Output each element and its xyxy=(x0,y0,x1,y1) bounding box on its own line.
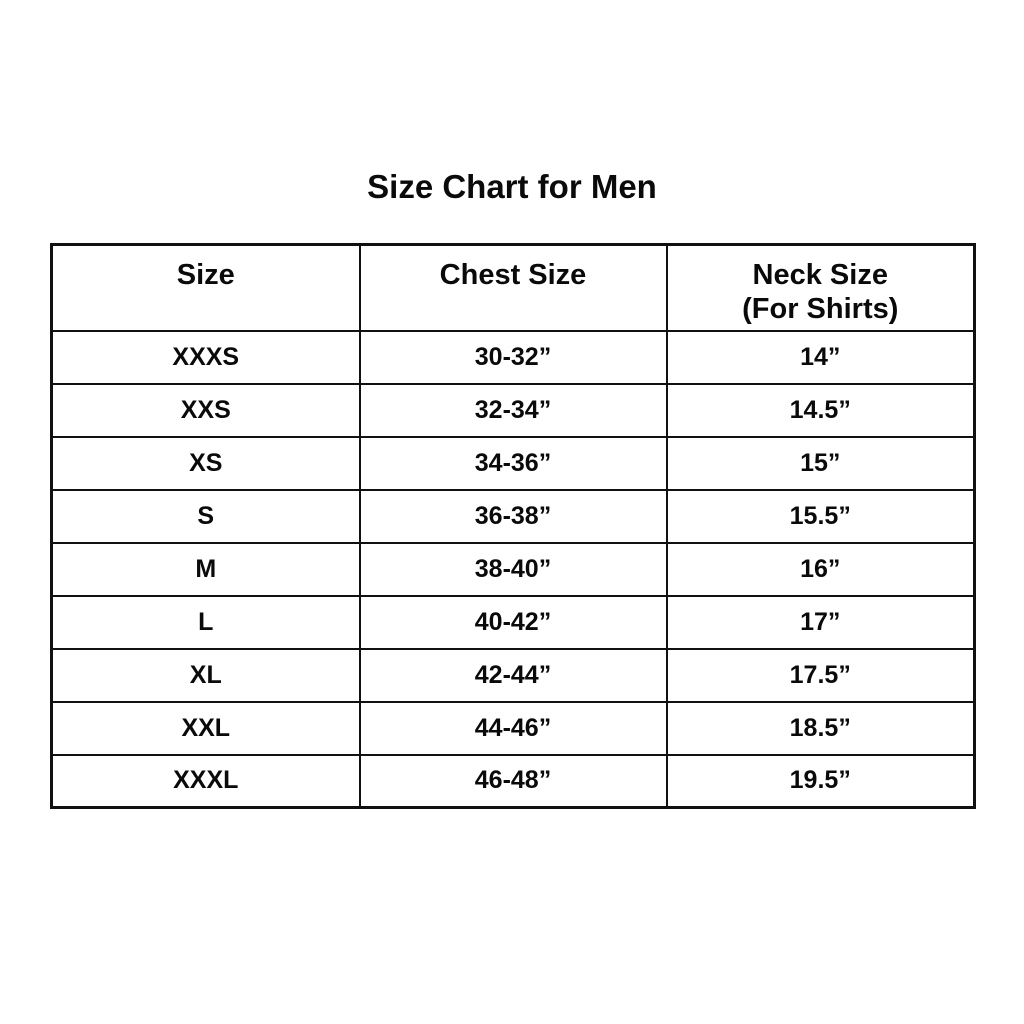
column-header-size: Size xyxy=(50,243,361,332)
size-cell: XXL xyxy=(50,700,361,756)
table-row: XS 34-36” 15” xyxy=(50,435,976,491)
column-header-neck-size: Neck Size (For Shirts) xyxy=(665,243,976,332)
neck-cell: 19.5” xyxy=(665,753,976,809)
neck-size-subtitle: (For Shirts) xyxy=(742,293,899,325)
size-cell: M xyxy=(50,541,361,597)
table-row: XXXS 30-32” 14” xyxy=(50,329,976,385)
neck-cell: 15.5” xyxy=(665,488,976,544)
chest-cell: 34-36” xyxy=(358,435,668,491)
neck-cell: 15” xyxy=(665,435,976,491)
chest-cell: 44-46” xyxy=(358,700,668,756)
table-row: XXS 32-34” 14.5” xyxy=(50,382,976,438)
column-header-chest-size: Chest Size xyxy=(358,243,668,332)
chest-cell: 30-32” xyxy=(358,329,668,385)
chest-cell: 32-34” xyxy=(358,382,668,438)
size-cell: L xyxy=(50,594,361,650)
size-cell: XXXS xyxy=(50,329,361,385)
chest-cell: 46-48” xyxy=(358,753,668,809)
size-cell: XL xyxy=(50,647,361,703)
table-row: XXL 44-46” 18.5” xyxy=(50,700,976,756)
chest-cell: 38-40” xyxy=(358,541,668,597)
size-cell: XXS xyxy=(50,382,361,438)
neck-cell: 16” xyxy=(665,541,976,597)
table-row: XXXL 46-48” 19.5” xyxy=(50,753,976,809)
neck-cell: 17.5” xyxy=(665,647,976,703)
size-cell: S xyxy=(50,488,361,544)
page-title: Size Chart for Men xyxy=(367,168,657,205)
table-row: S 36-38” 15.5” xyxy=(50,488,976,544)
size-cell: XS xyxy=(50,435,361,491)
neck-cell: 14.5” xyxy=(665,382,976,438)
neck-size-label: Neck Size xyxy=(752,259,888,291)
table-row: L 40-42” 17” xyxy=(50,594,976,650)
table-row: M 38-40” 16” xyxy=(50,541,976,597)
neck-cell: 18.5” xyxy=(665,700,976,756)
neck-cell: 17” xyxy=(665,594,976,650)
chest-cell: 36-38” xyxy=(358,488,668,544)
header-row: Size Chest Size Neck Size (For Shirts) xyxy=(50,243,976,332)
table-row: XL 42-44” 17.5” xyxy=(50,647,976,703)
chest-cell: 42-44” xyxy=(358,647,668,703)
chest-cell: 40-42” xyxy=(358,594,668,650)
neck-cell: 14” xyxy=(665,329,976,385)
size-chart-table: Size Chest Size Neck Size (For Shirts) X… xyxy=(50,243,976,809)
size-cell: XXXL xyxy=(50,753,361,809)
